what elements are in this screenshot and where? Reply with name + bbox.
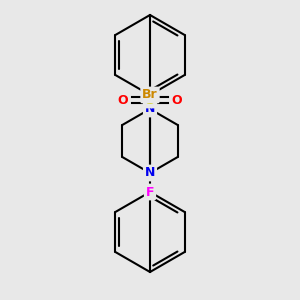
Text: F: F xyxy=(146,185,154,199)
Text: N: N xyxy=(145,167,155,179)
Text: O: O xyxy=(118,94,128,106)
Text: O: O xyxy=(172,94,182,106)
Text: S: S xyxy=(146,94,154,106)
Text: Br: Br xyxy=(142,88,158,101)
Text: N: N xyxy=(145,103,155,116)
